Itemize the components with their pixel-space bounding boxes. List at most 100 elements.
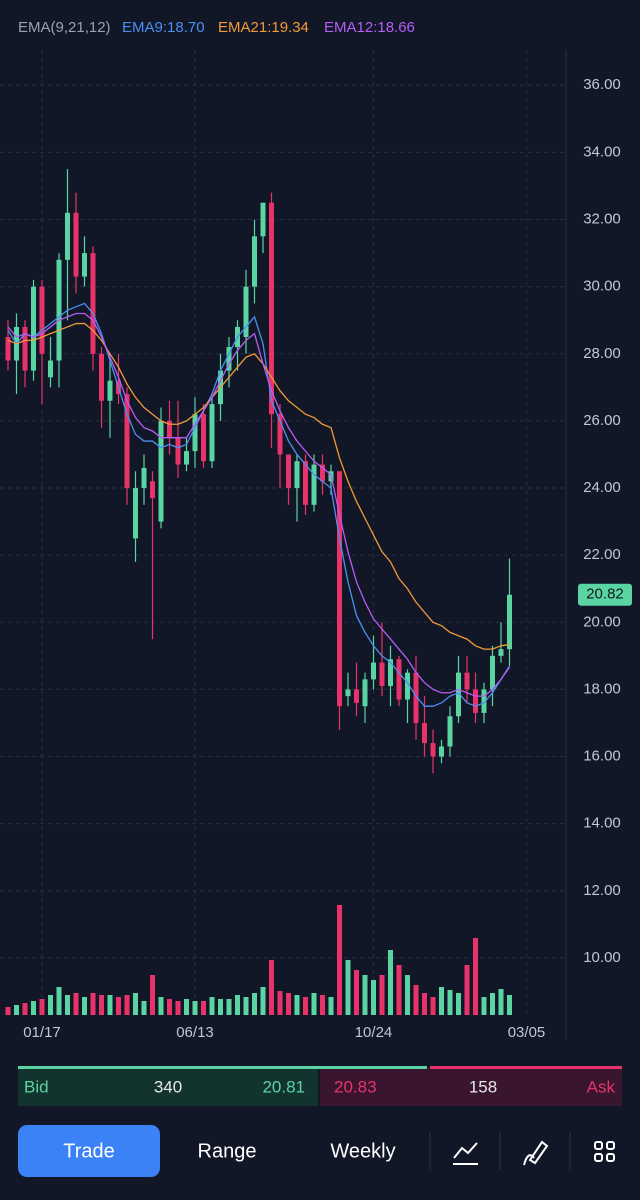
- volume-bar: [379, 975, 385, 1015]
- volume-bar: [473, 938, 478, 1015]
- volume-bar: [209, 997, 215, 1015]
- ema-line: [7, 302, 511, 707]
- candle-body: [396, 659, 402, 700]
- quote-bar: Bid 340 20.81 20.83 158 Ask: [18, 1066, 622, 1106]
- ema12-label: EMA12:18.66: [324, 19, 415, 36]
- candle-body: [456, 672, 461, 717]
- candle-body: [498, 649, 504, 656]
- last-price-box: [578, 583, 632, 606]
- trade-button[interactable]: [18, 1125, 160, 1177]
- icon-pen[interactable]: [528, 1140, 549, 1165]
- icon-square[interactable]: [606, 1141, 615, 1150]
- bid-price: 20.81: [262, 1077, 305, 1096]
- volume-bar: [22, 1003, 28, 1015]
- candle-body: [345, 689, 351, 697]
- candle-body: [354, 689, 359, 703]
- draw-icon[interactable]: [523, 1140, 549, 1166]
- candle-body: [430, 743, 436, 757]
- candle-body: [362, 679, 368, 707]
- candle-body: [150, 481, 155, 499]
- candle-body: [243, 286, 249, 338]
- volume-bar: [218, 999, 223, 1015]
- candle-body: [226, 347, 232, 371]
- candle-body: [422, 722, 427, 744]
- icon-square[interactable]: [594, 1153, 603, 1162]
- volume-bar: [31, 1001, 36, 1015]
- candle-body: [56, 259, 62, 361]
- volume-bar: [48, 995, 53, 1015]
- candle-body: [141, 467, 147, 489]
- candle-body: [124, 394, 130, 489]
- bid-size: 340: [154, 1077, 182, 1096]
- volume-bar: [422, 993, 427, 1015]
- volume-bar: [150, 975, 155, 1015]
- volume-bar: [167, 999, 172, 1015]
- volume-bar: [124, 995, 130, 1015]
- icon-square[interactable]: [606, 1153, 615, 1162]
- ask-ratio: [430, 1066, 622, 1069]
- volume-bar: [158, 997, 164, 1015]
- volume-bar: [345, 960, 351, 1015]
- volume-bar: [507, 995, 512, 1015]
- y-tick-label: 12.00: [583, 882, 621, 899]
- y-tick-label: 22.00: [583, 546, 621, 563]
- x-tick-label: 01/17: [23, 1024, 61, 1041]
- candle-body: [90, 253, 96, 354]
- candle-body: [379, 662, 385, 687]
- indicator-icon[interactable]: [453, 1142, 478, 1165]
- volume-bar: [311, 993, 317, 1015]
- volume-bar: [328, 997, 334, 1015]
- volume-bar: [498, 989, 504, 1015]
- candle-body: [184, 451, 189, 465]
- candle-body: [22, 326, 28, 371]
- last-price-label: 20.82: [586, 586, 624, 603]
- trade-text[interactable]: Trade: [63, 1140, 115, 1162]
- y-tick-label: 14.00: [583, 815, 621, 832]
- volume-bar: [107, 995, 113, 1015]
- candle-body: [209, 404, 215, 462]
- icon-line[interactable]: [453, 1142, 478, 1159]
- y-tick-label: 16.00: [583, 748, 621, 765]
- candle-body: [413, 672, 419, 723]
- candle-body: [286, 454, 291, 489]
- icon-square[interactable]: [594, 1141, 603, 1150]
- volume-bar: [252, 993, 257, 1015]
- candle-body: [39, 286, 45, 354]
- volume-bar: [362, 975, 368, 1015]
- weekly-tab[interactable]: Weekly: [330, 1140, 395, 1162]
- candle-body: [158, 420, 164, 522]
- y-tick-label: 24.00: [583, 479, 621, 496]
- more-icon[interactable]: [594, 1141, 615, 1162]
- volume-bar: [73, 993, 79, 1015]
- candle-body: [99, 353, 104, 401]
- volume-bar: [481, 997, 487, 1015]
- x-tick-label: 03/05: [508, 1024, 546, 1041]
- ask-price: 20.83: [334, 1077, 377, 1096]
- volume-bar: [133, 993, 138, 1015]
- y-tick-label: 34.00: [583, 143, 621, 160]
- y-tick-label: 32.00: [583, 211, 621, 228]
- volume-bar: [337, 905, 342, 1015]
- volume-bar: [464, 965, 470, 1015]
- range-tab[interactable]: Range: [198, 1140, 257, 1162]
- volume-bar: [388, 950, 393, 1015]
- candle-body: [175, 437, 181, 465]
- bid-label: Bid: [24, 1077, 49, 1096]
- volume-bar: [14, 1005, 19, 1015]
- volume-bar: [294, 995, 300, 1015]
- candle-body: [507, 594, 512, 650]
- candle-body: [82, 253, 87, 277]
- ema-line: [7, 322, 510, 650]
- volume-bar: [192, 1001, 198, 1015]
- y-tick-label: 10.00: [583, 949, 621, 966]
- volume-bar: [447, 990, 453, 1015]
- icon-stroke[interactable]: [523, 1154, 535, 1166]
- volume-bar: [175, 1001, 181, 1015]
- volume-bar: [184, 999, 189, 1015]
- ema-line: [7, 312, 511, 697]
- y-tick-label: 30.00: [583, 278, 621, 295]
- volume-bar: [116, 997, 121, 1015]
- candle-body: [277, 414, 283, 455]
